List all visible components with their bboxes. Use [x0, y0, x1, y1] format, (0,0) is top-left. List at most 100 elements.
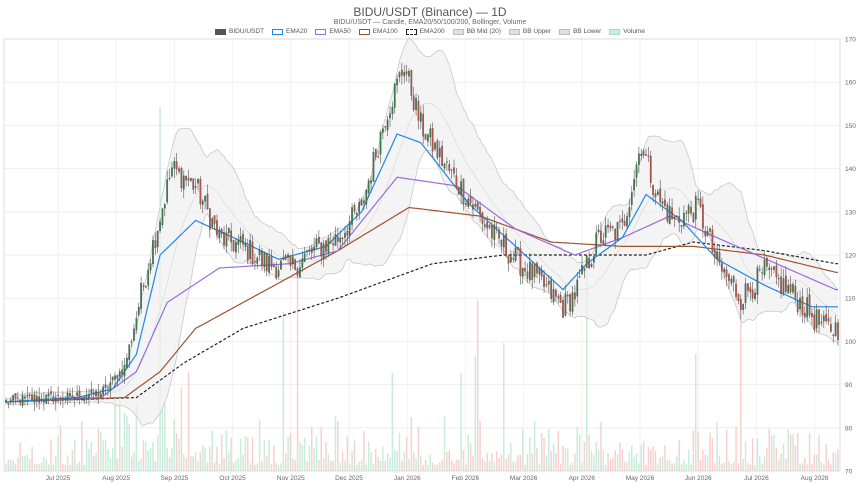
candle-body [17, 397, 19, 399]
candle-body [609, 225, 612, 229]
candle-body [566, 295, 569, 297]
volume-bar [251, 437, 254, 471]
volume-bar [602, 450, 605, 471]
y-tick-label: 110 [845, 296, 856, 303]
volume-bar [455, 459, 458, 471]
volume-bar [510, 442, 512, 471]
candle-body [57, 395, 59, 397]
volume-bar [5, 463, 7, 471]
volume-bar [474, 356, 477, 471]
candle-body [142, 285, 145, 287]
legend-ema200[interactable]: EMA200 [405, 28, 445, 35]
volume-bar [827, 459, 830, 471]
volume-bar [152, 442, 154, 471]
candle-body [145, 286, 147, 288]
volume-bar [740, 300, 742, 471]
volume-bar [346, 436, 349, 471]
candle-body [393, 83, 396, 108]
legend-candle[interactable]: BIDU/USDT [215, 28, 264, 35]
candle-body [52, 396, 55, 402]
legend-ema50[interactable]: EMA50 [315, 28, 351, 35]
candle-body [597, 229, 600, 232]
volume-bar [540, 433, 543, 471]
candle-body [721, 263, 723, 272]
legend-volume[interactable]: Volume [609, 28, 645, 35]
bb-fill [6, 37, 838, 426]
candle-body [401, 69, 403, 76]
y-tick-label: 150 [845, 123, 856, 130]
volume-bar [564, 448, 567, 471]
volume-bar [557, 431, 560, 471]
volume-bar [135, 403, 138, 471]
candle-body [479, 206, 481, 215]
candle-body [230, 230, 233, 243]
candle-body [756, 267, 759, 295]
candle-body [638, 153, 640, 165]
volume-bar [128, 423, 130, 471]
candle-body [562, 300, 564, 318]
volume-bar [408, 459, 410, 471]
chart-title: BIDU/USDT (Binance) — 1D [353, 5, 507, 19]
volume-bar [574, 453, 576, 471]
candle-body [21, 395, 24, 406]
volume-bar [185, 458, 187, 471]
candle-body [725, 269, 728, 277]
volume-bar [199, 452, 202, 471]
volume-bar [796, 432, 799, 471]
chart-legend: BIDU/USDT EMA20 EMA50 EMA100 EMA200 BB M… [0, 28, 860, 35]
volume-bar [330, 460, 332, 471]
volume-bar [363, 431, 365, 471]
candle-body [282, 258, 285, 260]
volume-bar [687, 449, 690, 471]
legend-ema20[interactable]: EMA20 [272, 28, 307, 35]
candle-body [81, 398, 83, 400]
legend-bb-lower[interactable]: BB Lower [559, 28, 601, 35]
candle-body [822, 315, 825, 322]
ema50-line [5, 176, 838, 403]
candle-body [137, 307, 140, 316]
volume-bar [107, 449, 109, 471]
volume-bar [718, 455, 721, 471]
candle-body [194, 186, 197, 188]
candle-body [320, 242, 323, 257]
candle-body [389, 113, 391, 119]
candle-body [197, 179, 199, 184]
candle-body [40, 399, 43, 401]
volume-bar [398, 432, 401, 471]
volume-bar [268, 439, 270, 471]
candle-body [417, 101, 420, 121]
candle-body [225, 232, 228, 247]
volume-bar [351, 450, 353, 471]
volume-bar [228, 452, 230, 471]
volume-bar [365, 464, 368, 471]
candle-body [235, 241, 237, 253]
candle-body [476, 202, 479, 210]
volume-bar [313, 448, 315, 471]
volume-bar [751, 438, 754, 471]
legend-bb-upper[interactable]: BB Upper [508, 28, 551, 35]
legend-label: EMA50 [329, 28, 351, 35]
candle-body [318, 236, 320, 244]
candle-body [403, 72, 406, 77]
volume-bar [780, 453, 782, 471]
candle-body [481, 212, 484, 224]
volume-bar [458, 459, 460, 471]
candle-body [204, 195, 206, 202]
candle-body [827, 318, 830, 322]
volume-bar [31, 446, 33, 471]
candle-body [78, 390, 81, 400]
candle-body [339, 237, 342, 243]
candle-body [28, 394, 31, 396]
volume-bar [78, 461, 81, 471]
candle-body [211, 218, 214, 227]
candle-body [664, 199, 666, 207]
candle-body [588, 258, 590, 269]
volume-bar [545, 455, 548, 471]
x-tick-label: Apr 2026 [569, 475, 596, 482]
candle-body [507, 255, 510, 264]
candle-body [351, 207, 353, 225]
candle-body [671, 207, 673, 220]
volume-bar [529, 437, 531, 471]
legend-bb-mid[interactable]: BB Mid (20) [452, 28, 501, 35]
legend-ema100[interactable]: EMA100 [358, 28, 398, 35]
